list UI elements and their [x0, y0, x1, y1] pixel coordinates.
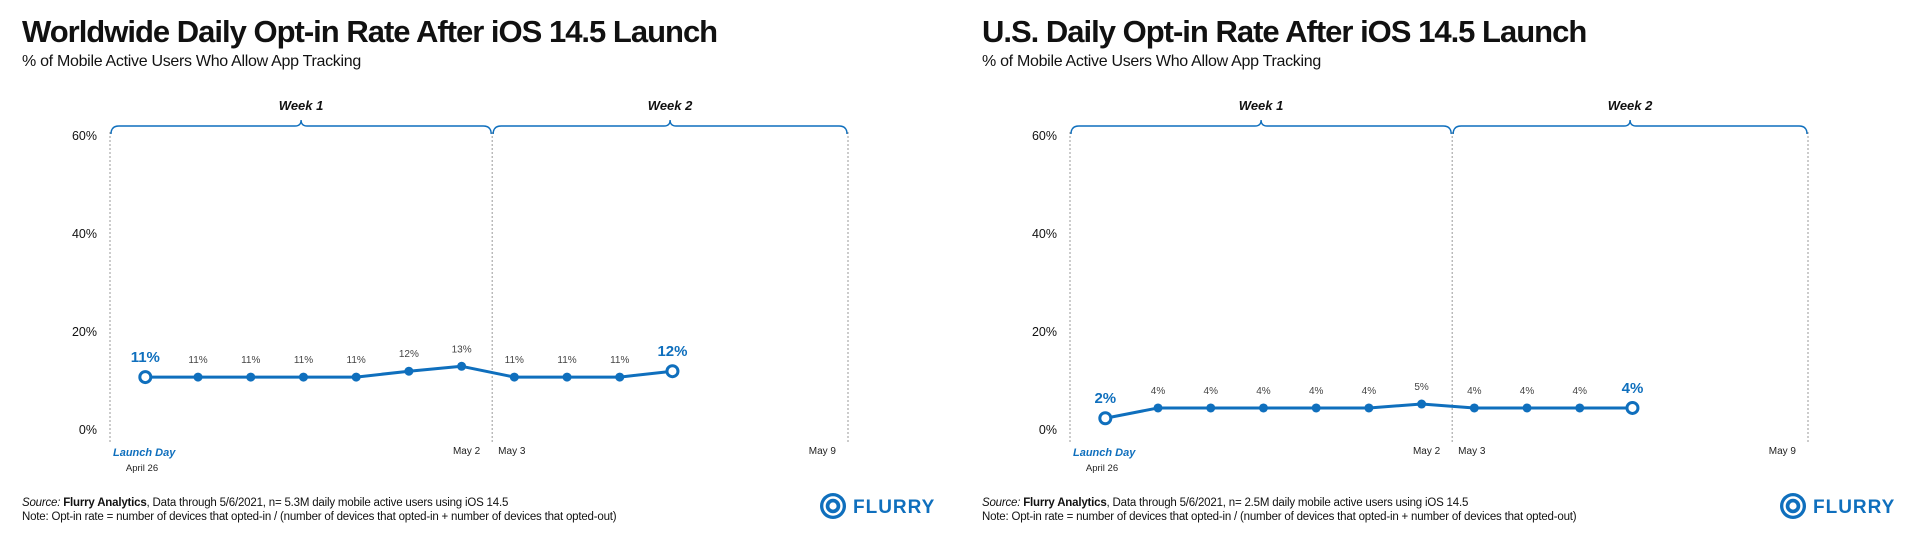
- chart-footer: Source: Flurry Analytics, Data through 5…: [982, 496, 1577, 524]
- data-point: [509, 372, 519, 382]
- source-line: Source: Flurry Analytics, Data through 5…: [982, 496, 1576, 510]
- y-tick-label: 40%: [72, 227, 97, 241]
- data-label: 4%: [1151, 386, 1166, 397]
- week-label: Week 2: [648, 98, 693, 113]
- data-label: 12%: [657, 343, 687, 360]
- data-label: 4%: [1256, 386, 1271, 397]
- x-tick-label: May 3: [498, 446, 526, 457]
- data-label: 4%: [1362, 386, 1377, 397]
- week-label: Week 1: [279, 98, 324, 113]
- data-point: [193, 372, 203, 382]
- chart-subtitle: % of Mobile Active Users Who Allow App T…: [982, 53, 1321, 70]
- data-label: 11%: [557, 355, 576, 366]
- week-brace: [1452, 119, 1808, 135]
- source-name: Flurry Analytics: [1023, 497, 1107, 509]
- x-tick-label: May 3: [1458, 446, 1486, 457]
- x-start-label: Launch Day: [113, 447, 176, 459]
- data-label: 4%: [1204, 386, 1219, 397]
- data-label: 11%: [294, 355, 313, 366]
- data-label: 4%: [1573, 386, 1588, 397]
- data-label: 12%: [399, 349, 419, 360]
- chart-title: U.S. Daily Opt-in Rate After iOS 14.5 La…: [982, 14, 1587, 49]
- week-label: Week 1: [1239, 98, 1284, 113]
- x-start-sublabel: April 26: [1086, 463, 1118, 474]
- flurry-logo: FLURRY: [820, 493, 935, 519]
- y-tick-label: 20%: [1032, 325, 1057, 339]
- x-start-sublabel: April 26: [126, 463, 158, 474]
- y-tick-label: 40%: [1032, 227, 1057, 241]
- week-brace: [110, 119, 492, 135]
- data-point: [562, 372, 572, 382]
- flurry-logo: FLURRY: [1780, 493, 1895, 519]
- data-point: [138, 370, 153, 385]
- x-start-label: Launch Day: [1073, 447, 1136, 459]
- y-tick-label: 60%: [72, 129, 97, 143]
- data-point: [1469, 403, 1479, 413]
- flurry-logo-icon: [820, 493, 846, 519]
- data-point: [665, 364, 680, 379]
- data-point: [1153, 403, 1163, 413]
- data-point: [298, 372, 308, 382]
- data-label: 11%: [241, 355, 260, 366]
- data-label: 11%: [131, 349, 160, 366]
- us-panel: U.S. Daily Opt-in Rate After iOS 14.5 La…: [960, 0, 1920, 540]
- worldwide-line-chart: 0% 20% 40% 60% Week 1 Week 2 Launch Day April 2…: [72, 98, 849, 474]
- data-label: 4%: [1622, 380, 1644, 397]
- logo-text: FLURRY: [853, 497, 935, 518]
- chart-footer: Source: Flurry Analytics, Data through 5…: [22, 496, 617, 524]
- source-line: Source: Flurry Analytics, Data through 5…: [22, 496, 616, 510]
- data-label: 4%: [1467, 386, 1482, 397]
- data-label: 5%: [1414, 382, 1429, 393]
- data-point: [1258, 403, 1268, 413]
- data-label: 4%: [1309, 386, 1324, 397]
- data-point: [1575, 403, 1585, 413]
- data-point: [1625, 400, 1640, 415]
- week-brace: [1070, 119, 1452, 135]
- data-point: [1364, 403, 1374, 413]
- data-label: 11%: [505, 355, 524, 366]
- data-point: [404, 366, 414, 376]
- note-line: Note: Opt-in rate = number of devices th…: [982, 511, 1577, 523]
- y-tick-label: 0%: [1039, 423, 1057, 437]
- data-point: [1417, 399, 1427, 409]
- logo-text: FLURRY: [1813, 497, 1895, 518]
- data-point: [457, 361, 467, 371]
- week-brace: [492, 119, 848, 135]
- data-point: [1206, 403, 1216, 413]
- chart-subtitle: % of Mobile Active Users Who Allow App T…: [22, 53, 361, 70]
- x-tick-label: May 2: [1413, 446, 1441, 457]
- y-tick-label: 0%: [79, 423, 97, 437]
- data-label: 4%: [1520, 386, 1535, 397]
- x-tick-label: May 9: [809, 446, 837, 457]
- data-point: [1098, 411, 1113, 426]
- x-tick-label: May 9: [1769, 446, 1797, 457]
- data-label: 11%: [610, 355, 629, 366]
- y-tick-label: 20%: [72, 325, 97, 339]
- flurry-logo-icon: [1780, 493, 1806, 519]
- worldwide-panel: Worldwide Daily Opt-in Rate After iOS 14…: [22, 14, 935, 524]
- chart-title: Worldwide Daily Opt-in Rate After iOS 14…: [22, 14, 718, 49]
- source-detail: , Data through 5/6/2021, n= 5.3M daily m…: [146, 497, 509, 509]
- note-line: Note: Opt-in rate = number of devices th…: [22, 511, 617, 523]
- source-label: Source:: [22, 497, 61, 509]
- x-tick-label: May 2: [453, 446, 481, 457]
- data-point: [615, 372, 625, 382]
- data-point: [1311, 403, 1321, 413]
- week-label: Week 2: [1608, 98, 1653, 113]
- source-detail: , Data through 5/6/2021, n= 2.5M daily m…: [1106, 497, 1469, 509]
- us-line-chart: 0% 20% 40% 60% Week 1 Week 2 Launch Day April 2…: [1032, 98, 1809, 474]
- data-point: [246, 372, 256, 382]
- data-label: 11%: [347, 355, 366, 366]
- data-label: 11%: [188, 355, 207, 366]
- source-label: Source:: [982, 497, 1021, 509]
- data-label: 13%: [452, 344, 472, 355]
- y-tick-label: 60%: [1032, 129, 1057, 143]
- data-point: [1522, 403, 1532, 413]
- data-point: [351, 372, 361, 382]
- source-name: Flurry Analytics: [63, 497, 147, 509]
- data-label: 2%: [1094, 390, 1116, 407]
